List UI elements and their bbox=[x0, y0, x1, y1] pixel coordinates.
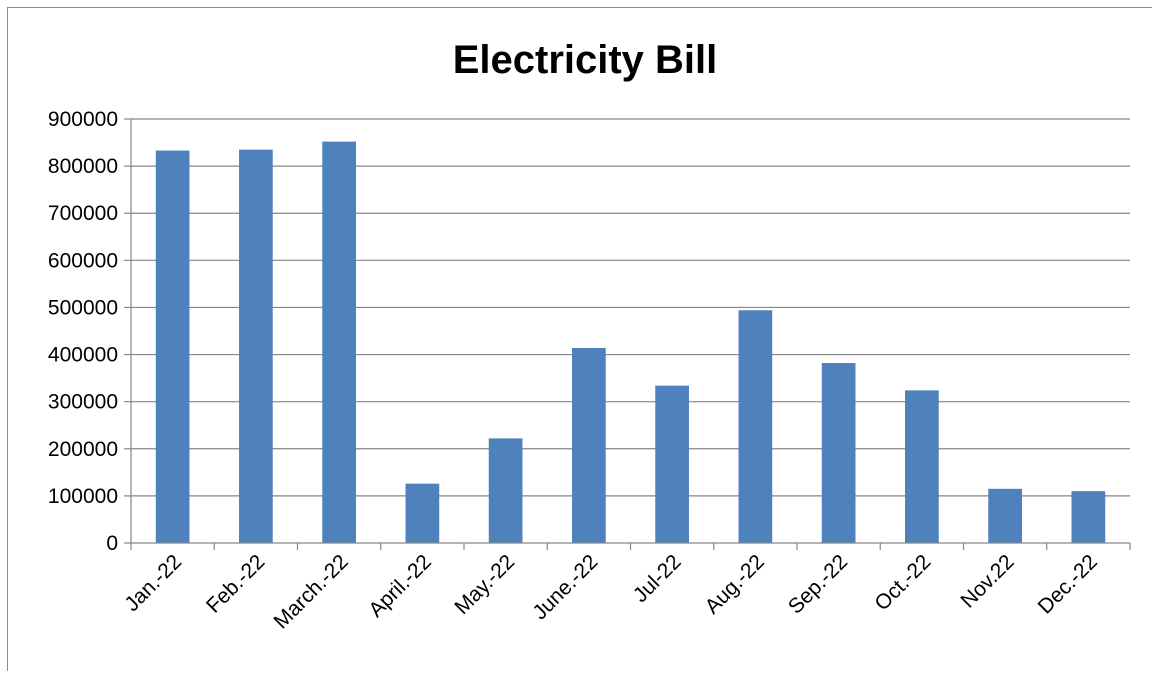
chart-title: Electricity Bill bbox=[453, 38, 718, 82]
y-tick-label: 200000 bbox=[48, 438, 118, 461]
bar bbox=[821, 363, 856, 543]
x-tick-label: May.-22 bbox=[450, 550, 519, 619]
bars bbox=[155, 141, 1106, 543]
x-tick-label: Feb.-22 bbox=[202, 550, 269, 617]
x-tick-label: Jan.-22 bbox=[120, 550, 186, 616]
gridlines bbox=[130, 118, 1130, 543]
chart-frame bbox=[7, 7, 1152, 671]
bar bbox=[239, 149, 273, 543]
y-tick-label: 300000 bbox=[48, 391, 118, 414]
x-tick-label: Dec.-22 bbox=[1034, 550, 1102, 618]
bar bbox=[738, 310, 773, 543]
x-tick-label: April.-22 bbox=[364, 550, 436, 622]
x-axis bbox=[130, 542, 1131, 550]
y-tick-label: 600000 bbox=[48, 249, 118, 272]
y-tick-label: 700000 bbox=[48, 202, 118, 225]
x-tick-label: Nov.22 bbox=[956, 550, 1018, 612]
bar bbox=[905, 390, 939, 543]
y-tick-label: 800000 bbox=[48, 155, 118, 178]
bar bbox=[655, 385, 689, 543]
y-tick-label: 400000 bbox=[48, 344, 118, 367]
bar bbox=[572, 347, 606, 543]
y-tick-label: 100000 bbox=[48, 485, 118, 508]
x-tick-label: March.-22 bbox=[270, 550, 353, 633]
y-axis-ticks: 0 100000 200000 300000 400000 500000 600000 700… bbox=[48, 108, 131, 555]
bar bbox=[1071, 491, 1106, 543]
bar bbox=[405, 483, 440, 543]
x-tick-label: Aug.-22 bbox=[701, 550, 769, 618]
x-tick-label: Oct.-22 bbox=[870, 550, 935, 615]
y-tick-label: 900000 bbox=[48, 108, 118, 131]
x-tick-label: June.-22 bbox=[528, 550, 602, 624]
y-tick-label: 500000 bbox=[48, 296, 118, 319]
bar bbox=[988, 488, 1022, 543]
y-tick-label: 0 bbox=[106, 532, 118, 555]
x-tick-label: Sep.-22 bbox=[784, 550, 852, 618]
x-tick-label: Jul-22 bbox=[629, 550, 686, 607]
bar bbox=[322, 141, 356, 543]
x-axis-tick-labels: Jan.-22 Feb.-22 March.-22 April.-22 May.-22 J… bbox=[120, 550, 1102, 633]
bar bbox=[488, 438, 523, 543]
bar bbox=[155, 150, 190, 543]
